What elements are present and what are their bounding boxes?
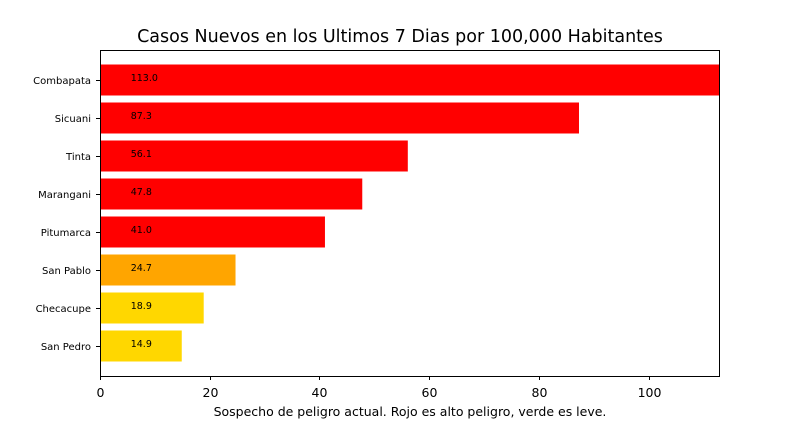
x-tick-label: 40 xyxy=(312,385,328,400)
x-axis-label: Sospecho de peligro actual. Rojo es alto… xyxy=(214,404,607,419)
bar xyxy=(100,64,720,96)
x-tick-label: 0 xyxy=(97,385,105,400)
y-tick-label: Sicuani xyxy=(55,114,91,125)
y-tick-label: Marangani xyxy=(38,190,91,201)
bar xyxy=(100,178,363,210)
y-tick-label: San Pablo xyxy=(42,266,91,277)
y-tick-label: Pitumarca xyxy=(41,228,91,239)
y-tick-label: Checacupe xyxy=(36,304,91,315)
bar xyxy=(100,216,325,248)
chart-title: Casos Nuevos en los Ultimos 7 Dias por 1… xyxy=(137,27,663,47)
value-label: 14.9 xyxy=(131,339,152,350)
value-label: 18.9 xyxy=(131,301,152,312)
bar xyxy=(100,102,579,134)
bar xyxy=(100,292,204,324)
value-label: 113.0 xyxy=(131,73,158,84)
x-tick-label: 60 xyxy=(422,385,438,400)
x-tick-label: 80 xyxy=(532,385,548,400)
value-label: 56.1 xyxy=(131,149,152,160)
bar xyxy=(100,140,408,172)
value-label: 87.3 xyxy=(131,111,152,122)
y-tick-label: San Pedro xyxy=(41,342,91,353)
y-tick-label: Tinta xyxy=(65,152,91,163)
bar xyxy=(100,330,182,362)
bar xyxy=(100,254,236,286)
y-tick-label: Combapata xyxy=(33,76,91,87)
plot-frame xyxy=(100,50,720,377)
value-label: 47.8 xyxy=(131,187,152,198)
value-label: 24.7 xyxy=(131,263,152,274)
value-label: 41.0 xyxy=(131,225,152,236)
x-tick-label: 100 xyxy=(638,385,662,400)
x-tick-label: 20 xyxy=(203,385,219,400)
